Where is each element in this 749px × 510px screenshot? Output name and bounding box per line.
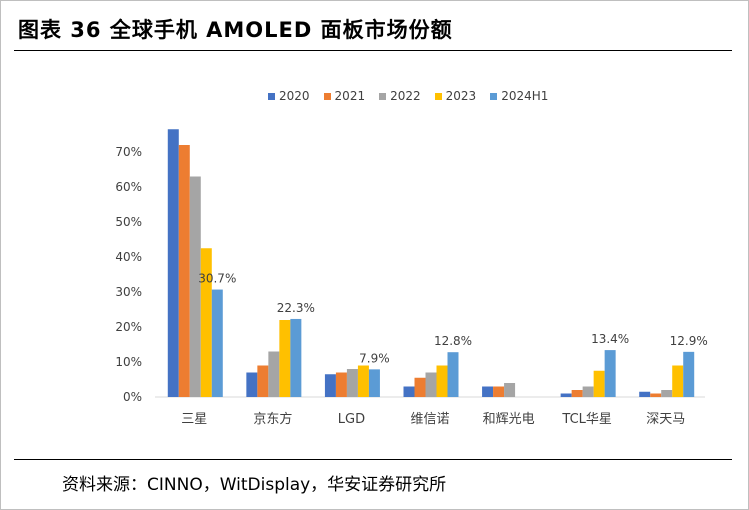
bar	[189, 176, 201, 397]
legend-swatch	[323, 92, 331, 100]
legend-label: 2021	[334, 89, 366, 103]
legend-swatch	[434, 92, 442, 100]
y-tick-label: 40%	[115, 250, 142, 264]
y-tick-label: 10%	[115, 355, 142, 369]
x-category-label: TCL华星	[561, 412, 612, 427]
y-tick-label: 30%	[115, 285, 142, 299]
chart-legend: 2020 2021 2022 2023 2024H1	[268, 89, 548, 103]
bar	[200, 248, 212, 397]
bar	[290, 318, 302, 397]
bar	[211, 289, 223, 397]
bar	[425, 372, 437, 397]
legend-item: 2021	[323, 89, 366, 103]
legend-item: 2022	[379, 89, 421, 103]
bar	[604, 350, 616, 397]
legend-label: 2024H1	[501, 89, 549, 103]
legend-label: 2022	[390, 89, 421, 103]
y-tick-label: 20%	[115, 320, 142, 334]
x-category-label: LGD	[338, 412, 365, 427]
bar	[593, 370, 605, 397]
bar	[167, 129, 179, 397]
y-tick-label: 60%	[115, 180, 142, 194]
data-label: 22.3%	[277, 301, 315, 315]
y-tick-label: 70%	[115, 145, 142, 159]
bar	[436, 365, 448, 397]
figure-title: 图表 36 全球手机 AMOLED 面板市场份额	[18, 18, 453, 42]
bar	[482, 386, 494, 397]
data-label: 12.8%	[434, 334, 472, 348]
bar	[672, 365, 684, 397]
bar	[639, 391, 651, 397]
bar	[493, 386, 505, 397]
x-category-label: 京东方	[253, 411, 292, 427]
bar	[414, 377, 426, 397]
x-category-label: 维信诺	[410, 412, 449, 427]
bar	[650, 393, 662, 397]
source-note: 资料来源：CINNO，WitDisplay，华安证券研究所	[62, 475, 447, 495]
bar	[403, 386, 415, 397]
bar	[268, 351, 280, 397]
legend-label: 2020	[279, 89, 310, 103]
x-category-label: 和辉光电	[483, 412, 535, 427]
legend-label: 2023	[445, 89, 477, 103]
bar	[335, 372, 347, 397]
data-label: 30.7%	[198, 272, 236, 286]
bar	[560, 393, 572, 397]
bar	[582, 386, 594, 397]
bar	[279, 320, 291, 397]
source-rule	[14, 459, 732, 460]
legend-item: 2023	[434, 89, 477, 103]
bar	[571, 390, 583, 397]
y-tick-label: 0%	[123, 390, 142, 404]
legend-swatch	[490, 92, 498, 100]
title-rule	[14, 50, 732, 51]
bar	[324, 374, 336, 397]
bar	[683, 351, 695, 397]
bar	[246, 372, 258, 397]
legend-item: 2024H1	[490, 89, 548, 103]
bar	[368, 369, 380, 397]
legend-item: 2020	[268, 89, 310, 103]
bar	[447, 352, 459, 397]
data-label: 12.9%	[670, 334, 708, 348]
bar	[257, 365, 269, 397]
bar	[661, 390, 673, 397]
bar	[357, 365, 369, 397]
bar	[504, 383, 516, 397]
x-category-label: 三星	[181, 412, 207, 427]
data-label: 7.9%	[359, 351, 390, 365]
data-label: 13.4%	[591, 332, 629, 346]
legend-swatch	[379, 92, 387, 100]
x-category-label: 深天马	[646, 412, 685, 427]
bar	[346, 369, 358, 397]
y-tick-label: 50%	[115, 215, 142, 229]
bar	[178, 145, 190, 397]
legend-swatch	[268, 92, 275, 100]
